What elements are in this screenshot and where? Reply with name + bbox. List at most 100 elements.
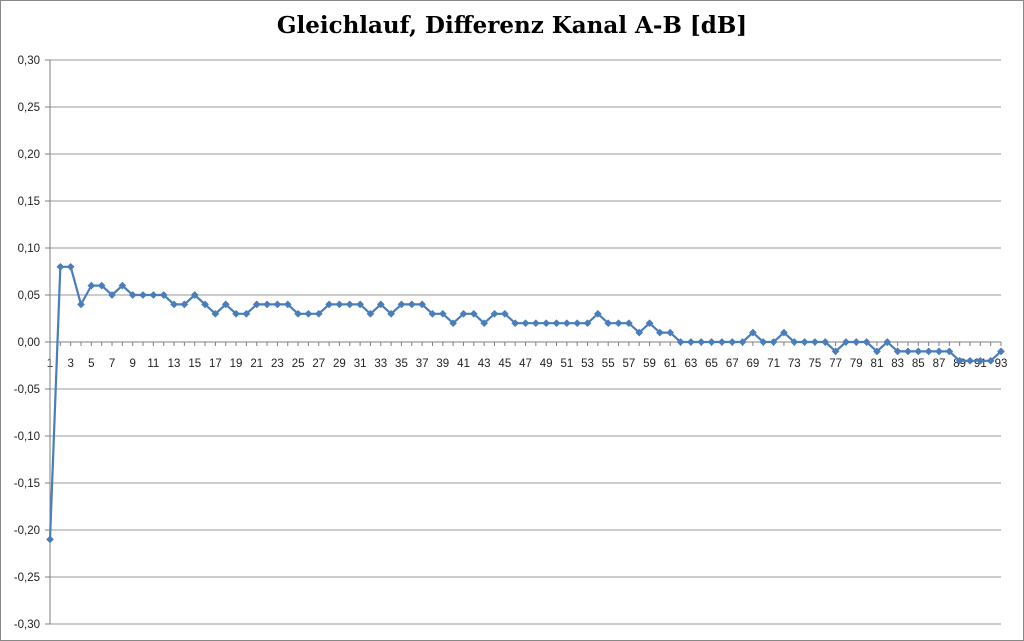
x-tick-label: 85 bbox=[912, 358, 925, 370]
data-point-marker bbox=[552, 319, 561, 328]
x-tick-label: 21 bbox=[250, 358, 263, 370]
x-tick-label: 43 bbox=[478, 358, 491, 370]
data-point-marker bbox=[521, 319, 530, 328]
x-tick-label: 47 bbox=[519, 358, 532, 370]
x-tick-label: 19 bbox=[230, 358, 243, 370]
data-point-marker bbox=[511, 319, 520, 328]
data-point-marker bbox=[573, 319, 582, 328]
data-point-marker bbox=[211, 309, 220, 318]
data-point-marker bbox=[593, 309, 602, 318]
data-point-marker bbox=[325, 300, 334, 309]
data-point-marker bbox=[583, 319, 592, 328]
y-tick-label: 0,25 bbox=[18, 102, 40, 114]
data-point-marker bbox=[469, 309, 478, 318]
x-tick-label: 81 bbox=[871, 358, 884, 370]
x-tick-label: 15 bbox=[188, 358, 201, 370]
data-point-marker bbox=[841, 338, 850, 346]
data-point-marker bbox=[635, 328, 644, 337]
data-point-marker bbox=[387, 309, 396, 318]
data-point-marker bbox=[242, 309, 251, 318]
x-tick-label: 65 bbox=[705, 358, 718, 370]
data-point-marker bbox=[159, 291, 168, 299]
data-point-marker bbox=[748, 328, 757, 337]
x-tick-label: 67 bbox=[726, 358, 739, 370]
data-point-marker bbox=[904, 347, 912, 356]
data-point-marker bbox=[790, 338, 799, 346]
x-tick-label: 9 bbox=[129, 358, 135, 370]
data-point-marker bbox=[480, 319, 489, 328]
data-point-marker bbox=[46, 535, 54, 544]
y-tick-label: -0,10 bbox=[14, 431, 40, 443]
x-tick-label: 33 bbox=[374, 358, 387, 370]
series-line bbox=[48, 265, 1002, 540]
data-point-marker bbox=[893, 347, 902, 356]
x-tick-label: 71 bbox=[767, 358, 780, 370]
data-point-marker bbox=[438, 309, 447, 318]
x-tick-label: 69 bbox=[747, 358, 760, 370]
data-point-marker bbox=[490, 309, 499, 318]
x-tick-label: 27 bbox=[312, 358, 325, 370]
y-tick-label: -0,25 bbox=[14, 572, 40, 584]
y-tick-label: 0,00 bbox=[18, 337, 40, 349]
data-point-marker bbox=[232, 309, 241, 318]
data-point-marker bbox=[273, 300, 282, 309]
y-tick-label: 0,15 bbox=[18, 196, 40, 208]
data-point-marker bbox=[77, 300, 85, 309]
x-tick-label: 73 bbox=[788, 358, 801, 370]
data-point-marker bbox=[562, 319, 571, 328]
x-tick-label: 7 bbox=[109, 358, 115, 370]
data-point-marker bbox=[666, 328, 675, 337]
x-tick-label: 77 bbox=[829, 358, 842, 370]
x-tick-label: 53 bbox=[581, 358, 594, 370]
y-tick-label: 0,30 bbox=[18, 55, 40, 67]
data-point-marker bbox=[738, 338, 747, 346]
x-tick-label: 3 bbox=[67, 358, 73, 370]
data-point-marker bbox=[397, 300, 406, 309]
data-point-marker bbox=[418, 300, 427, 309]
data-point-marker bbox=[831, 347, 840, 356]
data-point-marker bbox=[924, 347, 933, 356]
x-tick-label: 25 bbox=[292, 358, 305, 370]
data-point-marker bbox=[252, 300, 261, 309]
data-point-marker bbox=[108, 291, 116, 299]
y-tick-label: 0,05 bbox=[18, 290, 40, 302]
data-point-marker bbox=[283, 300, 292, 309]
y-tick-label: -0,05 bbox=[14, 384, 40, 396]
data-point-marker bbox=[935, 347, 943, 356]
data-point-marker bbox=[149, 291, 158, 299]
data-point-marker bbox=[87, 281, 96, 290]
x-tick-label: 79 bbox=[850, 358, 863, 370]
data-point-marker bbox=[862, 338, 871, 346]
data-point-marker bbox=[914, 347, 923, 356]
data-point-marker bbox=[366, 309, 375, 318]
data-point-marker bbox=[604, 319, 613, 328]
data-point-marker bbox=[655, 328, 664, 337]
data-point-marker bbox=[190, 291, 199, 299]
x-tick-label: 63 bbox=[684, 358, 697, 370]
data-point-marker bbox=[676, 338, 685, 346]
x-tick-label: 59 bbox=[643, 358, 656, 370]
data-point-marker bbox=[624, 319, 633, 328]
x-tick-label: 87 bbox=[933, 358, 946, 370]
data-point-marker bbox=[66, 262, 75, 271]
x-tick-label: 35 bbox=[395, 358, 408, 370]
data-point-marker bbox=[810, 338, 819, 346]
data-point-marker bbox=[779, 328, 788, 337]
data-point-marker bbox=[500, 309, 509, 318]
x-tick-label: 11 bbox=[147, 358, 159, 370]
x-tick-label: 41 bbox=[457, 358, 470, 370]
y-axis-tick-labels: 0,30 0,25 0,20 0,15 0,10 0,05 0,00 -0,05 -0,10 -0… bbox=[14, 55, 40, 631]
x-tick-label: 5 bbox=[88, 358, 94, 370]
x-tick-label: 51 bbox=[560, 358, 573, 370]
data-point-marker bbox=[376, 300, 385, 309]
data-point-marker bbox=[707, 338, 716, 346]
data-point-marker bbox=[314, 309, 323, 318]
data-point-marker bbox=[759, 338, 768, 346]
x-tick-label: 55 bbox=[602, 358, 615, 370]
data-point-marker bbox=[873, 347, 881, 356]
data-point-marker bbox=[769, 338, 778, 346]
x-tick-label: 61 bbox=[664, 358, 677, 370]
data-point-marker bbox=[97, 281, 106, 290]
x-tick-label: 39 bbox=[436, 358, 449, 370]
